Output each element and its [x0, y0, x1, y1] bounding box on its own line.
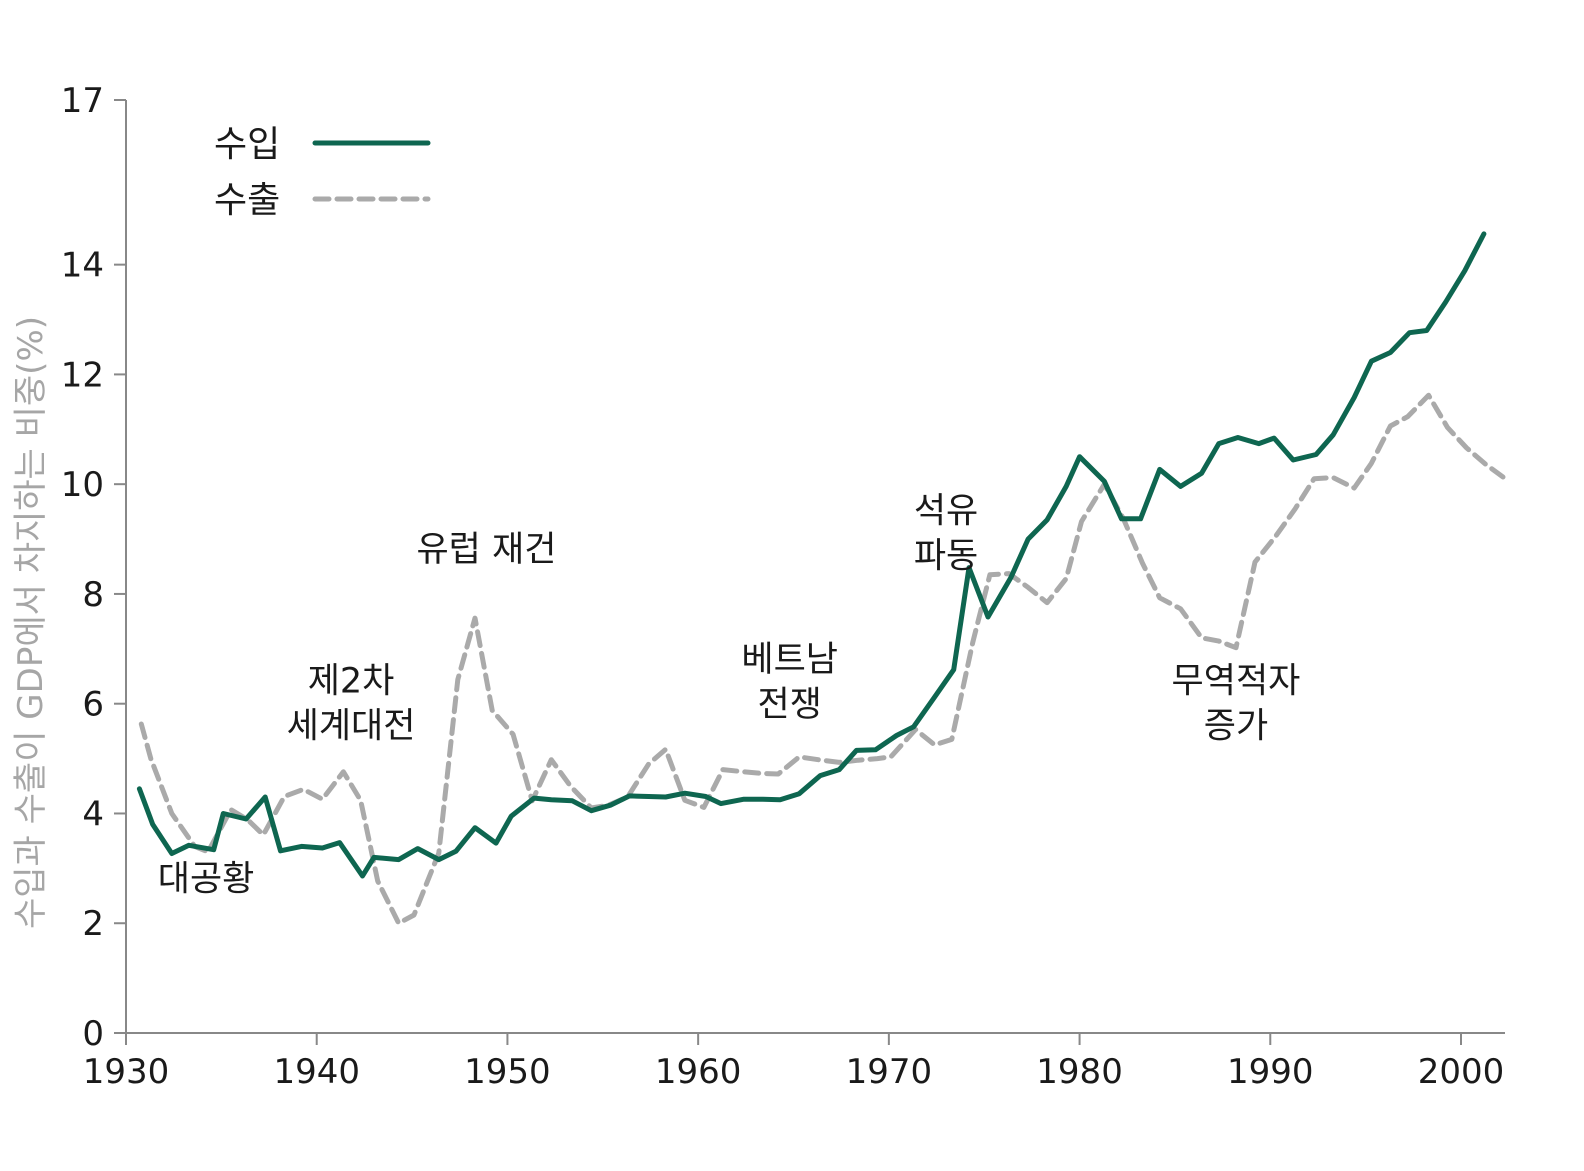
annotation-line: 베트남 [741, 640, 838, 680]
annotation-line: 유럽 재건 [416, 530, 556, 570]
x-tick-label: 1990 [1227, 1052, 1314, 1092]
x-tick-label: 1970 [846, 1052, 933, 1092]
annotation-label: 대공황 [158, 859, 255, 899]
annotation-line: 세계대전 [287, 707, 416, 747]
y-tick-label: 14 [61, 246, 104, 286]
x-tick-label: 1960 [655, 1052, 742, 1092]
y-tick-label: 8 [82, 575, 104, 615]
legend-label-imports: 수입 [214, 124, 280, 165]
y-tick-label: 2 [82, 904, 104, 944]
y-tick-label: 12 [61, 355, 104, 395]
annotation-line: 석유 [914, 492, 978, 532]
x-tick-label: 1980 [1036, 1052, 1123, 1092]
y-tick-label: 10 [61, 465, 104, 505]
annotation-line: 대공황 [158, 859, 255, 899]
annotation-label: 유럽 재건 [416, 530, 556, 570]
annotation-line: 무역적자 [1172, 662, 1301, 702]
y-tick-label: 0 [82, 1014, 104, 1054]
imports-series-line [136, 231, 1487, 879]
x-tick-label: 1940 [273, 1052, 360, 1092]
annotation-line: 전쟁 [757, 685, 821, 725]
exports-series-line [138, 392, 1506, 926]
annotation-line: 증가 [1204, 707, 1268, 747]
x-tick-label: 2000 [1418, 1052, 1505, 1092]
annotation-line: 파동 [914, 537, 978, 577]
annotation-line: 제2차 [308, 662, 395, 702]
y-axis-label: 수입과 수출이 GDP에서 차지하는 비중(%) [11, 316, 51, 929]
x-tick-label: 1950 [464, 1052, 551, 1092]
legend-label-exports: 수출 [214, 180, 280, 221]
y-tick-label: 4 [82, 794, 104, 834]
y-tick-label: 17 [61, 81, 104, 121]
x-tick-label: 1930 [83, 1052, 170, 1092]
y-tick-label: 6 [82, 685, 104, 725]
